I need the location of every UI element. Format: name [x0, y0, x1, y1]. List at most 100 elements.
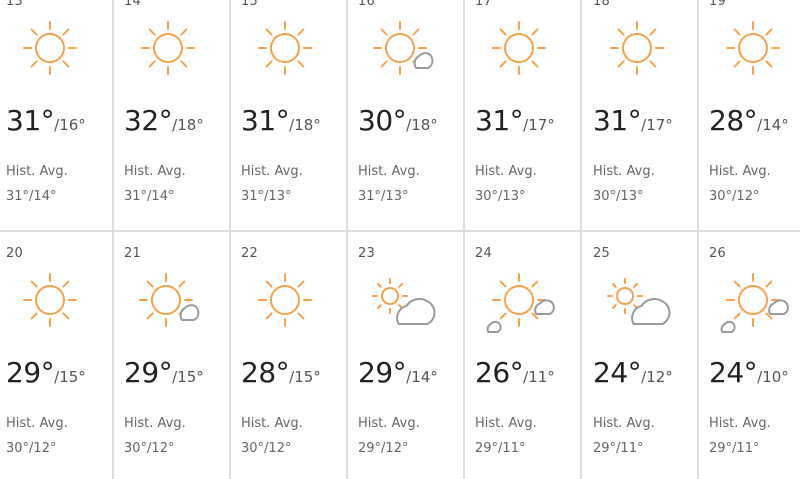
day-date: 17: [475, 0, 492, 9]
hist-avg-label: Hist. Avg.: [6, 164, 68, 179]
day-temps: 32°/18°: [124, 104, 204, 137]
day-temps: 29°/15°: [6, 356, 86, 389]
hist-avg-value: 30°/12°: [124, 441, 175, 456]
hist-avg-value: 31°/13°: [358, 189, 409, 204]
day-date: 14: [124, 0, 141, 9]
forecast-week: 20 29°/15° Hist. Avg. 30°/12° 21 29°/15°…: [0, 240, 800, 479]
sun-two-clouds-icon: [483, 270, 563, 336]
high-temp: 31°: [6, 104, 55, 137]
day-cell[interactable]: 22 28°/15° Hist. Avg. 30°/12°: [235, 240, 345, 479]
high-temp: 28°: [241, 356, 290, 389]
hist-avg-value: 30°/12°: [241, 441, 292, 456]
day-cell[interactable]: 23 29°/14° Hist. Avg. 29°/12°: [352, 240, 462, 479]
sun-cloud-icon: [366, 18, 446, 84]
day-cell[interactable]: 13 31°/16° Hist. Avg. 31°/14°: [0, 0, 112, 230]
day-temps: 28°/15°: [241, 356, 321, 389]
low-temp: /10°: [757, 368, 789, 386]
day-cell[interactable]: 18 31°/17° Hist. Avg. 30°/13°: [587, 0, 697, 230]
day-date: 16: [358, 0, 375, 9]
high-temp: 24°: [593, 356, 642, 389]
low-temp: /15°: [289, 368, 321, 386]
low-temp: /18°: [172, 116, 204, 134]
day-cell[interactable]: 19 28°/14° Hist. Avg. 30°/12°: [703, 0, 800, 230]
day-cell[interactable]: 15 31°/18° Hist. Avg. 31°/13°: [235, 0, 345, 230]
cloud-sun-icon: [366, 270, 446, 336]
sun-icon: [483, 18, 563, 84]
hist-avg-label: Hist. Avg.: [124, 164, 186, 179]
day-temps: 26°/11°: [475, 356, 555, 389]
low-temp: /11°: [523, 368, 555, 386]
high-temp: 29°: [124, 356, 173, 389]
day-date: 22: [241, 246, 258, 261]
hist-avg-label: Hist. Avg.: [124, 416, 186, 431]
high-temp: 26°: [475, 356, 524, 389]
hist-avg-value: 31°/14°: [6, 189, 57, 204]
day-temps: 30°/18°: [358, 104, 438, 137]
column-divider: [112, 0, 114, 230]
day-cell[interactable]: 14 32°/18° Hist. Avg. 31°/14°: [118, 0, 228, 230]
sun-cloud-icon: [132, 270, 212, 336]
column-divider: [346, 232, 348, 479]
low-temp: /16°: [54, 116, 86, 134]
low-temp: /15°: [54, 368, 86, 386]
day-date: 18: [593, 0, 610, 9]
hist-avg-label: Hist. Avg.: [241, 164, 303, 179]
day-cell[interactable]: 20 29°/15° Hist. Avg. 30°/12°: [0, 240, 112, 479]
column-divider: [229, 0, 231, 230]
sun-two-clouds-icon: [717, 270, 797, 336]
sun-icon: [601, 18, 681, 84]
hist-avg-label: Hist. Avg.: [6, 416, 68, 431]
day-temps: 31°/17°: [593, 104, 673, 137]
hist-avg-label: Hist. Avg.: [709, 164, 771, 179]
high-temp: 24°: [709, 356, 758, 389]
day-cell[interactable]: 17 31°/17° Hist. Avg. 30°/13°: [469, 0, 579, 230]
day-cell[interactable]: 25 24°/12° Hist. Avg. 29°/11°: [587, 240, 697, 479]
high-temp: 28°: [709, 104, 758, 137]
low-temp: /14°: [757, 116, 789, 134]
column-divider: [463, 0, 465, 230]
cloud-sun-icon: [601, 270, 681, 336]
low-temp: /12°: [641, 368, 673, 386]
high-temp: 31°: [241, 104, 290, 137]
hist-avg-value: 30°/13°: [475, 189, 526, 204]
day-temps: 31°/18°: [241, 104, 321, 137]
hist-avg-label: Hist. Avg.: [475, 164, 537, 179]
day-date: 25: [593, 246, 610, 261]
high-temp: 30°: [358, 104, 407, 137]
day-cell[interactable]: 21 29°/15° Hist. Avg. 30°/12°: [118, 240, 228, 479]
hist-avg-label: Hist. Avg.: [358, 416, 420, 431]
high-temp: 31°: [593, 104, 642, 137]
column-divider: [697, 232, 699, 479]
sun-icon: [14, 270, 94, 336]
hist-avg-label: Hist. Avg.: [593, 164, 655, 179]
day-temps: 29°/14°: [358, 356, 438, 389]
high-temp: 29°: [6, 356, 55, 389]
column-divider: [229, 232, 231, 479]
hist-avg-label: Hist. Avg.: [241, 416, 303, 431]
sun-icon: [132, 18, 212, 84]
sun-icon: [249, 18, 329, 84]
hist-avg-value: 30°/12°: [709, 189, 760, 204]
day-cell[interactable]: 16 30°/18° Hist. Avg. 31°/13°: [352, 0, 462, 230]
hist-avg-value: 29°/11°: [475, 441, 526, 456]
day-temps: 24°/12°: [593, 356, 673, 389]
low-temp: /17°: [523, 116, 555, 134]
day-date: 26: [709, 246, 726, 261]
day-date: 13: [6, 0, 23, 9]
day-cell[interactable]: 26 24°/10° Hist. Avg. 29°/11°: [703, 240, 800, 479]
high-temp: 29°: [358, 356, 407, 389]
forecast-week: 13 31°/16° Hist. Avg. 31°/14° 14 32°/18°…: [0, 0, 800, 230]
sun-icon: [14, 18, 94, 84]
hist-avg-label: Hist. Avg.: [358, 164, 420, 179]
hist-avg-label: Hist. Avg.: [709, 416, 771, 431]
sun-icon: [717, 18, 797, 84]
column-divider: [346, 0, 348, 230]
hist-avg-value: 31°/14°: [124, 189, 175, 204]
low-temp: /18°: [289, 116, 321, 134]
column-divider: [580, 232, 582, 479]
day-cell[interactable]: 24 26°/11° Hist. Avg. 29°/11°: [469, 240, 579, 479]
hist-avg-label: Hist. Avg.: [593, 416, 655, 431]
day-temps: 24°/10°: [709, 356, 789, 389]
hist-avg-value: 30°/12°: [6, 441, 57, 456]
